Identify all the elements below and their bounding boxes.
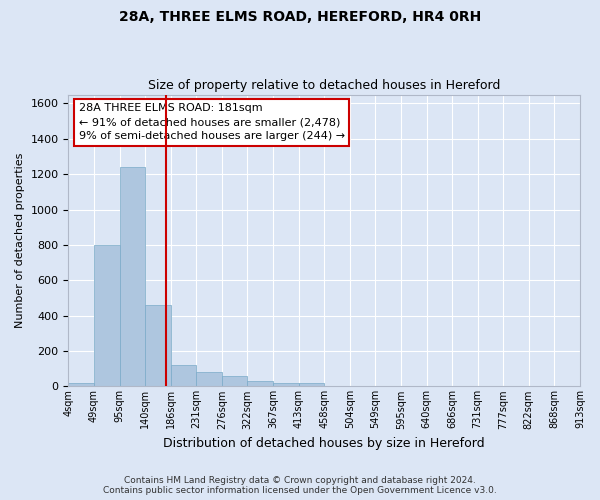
Bar <box>145 305 171 386</box>
Bar <box>171 365 196 386</box>
Bar <box>247 381 273 386</box>
Bar <box>273 383 299 386</box>
Text: Contains HM Land Registry data © Crown copyright and database right 2024.
Contai: Contains HM Land Registry data © Crown c… <box>103 476 497 495</box>
Text: 28A, THREE ELMS ROAD, HEREFORD, HR4 0RH: 28A, THREE ELMS ROAD, HEREFORD, HR4 0RH <box>119 10 481 24</box>
Bar <box>196 372 222 386</box>
Bar <box>222 376 247 386</box>
Bar <box>119 167 145 386</box>
X-axis label: Distribution of detached houses by size in Hereford: Distribution of detached houses by size … <box>163 437 485 450</box>
Y-axis label: Number of detached properties: Number of detached properties <box>15 153 25 328</box>
Bar <box>68 383 94 386</box>
Text: 28A THREE ELMS ROAD: 181sqm
← 91% of detached houses are smaller (2,478)
9% of s: 28A THREE ELMS ROAD: 181sqm ← 91% of det… <box>79 104 345 142</box>
Bar <box>299 383 324 386</box>
Bar <box>94 245 119 386</box>
Title: Size of property relative to detached houses in Hereford: Size of property relative to detached ho… <box>148 79 500 92</box>
